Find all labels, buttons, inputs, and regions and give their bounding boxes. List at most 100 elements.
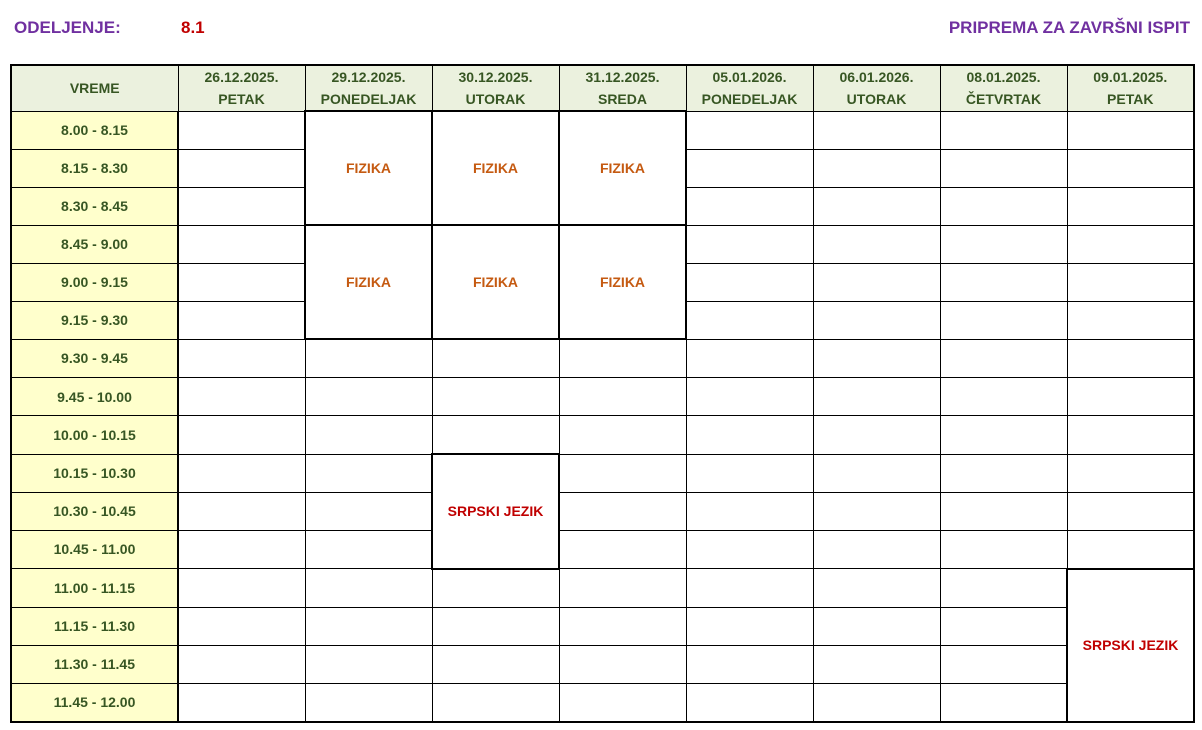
empty-cell[interactable]	[1066, 453, 1195, 493]
empty-cell[interactable]	[685, 529, 814, 569]
empty-cell[interactable]	[812, 110, 941, 150]
empty-cell[interactable]	[939, 148, 1068, 188]
empty-cell[interactable]	[177, 453, 306, 493]
empty-cell[interactable]	[939, 453, 1068, 493]
empty-cell[interactable]	[177, 262, 306, 302]
empty-cell[interactable]	[177, 491, 306, 531]
event-cell[interactable]: FIZIKA	[431, 110, 560, 226]
empty-cell[interactable]	[939, 491, 1068, 531]
empty-cell[interactable]	[939, 415, 1068, 455]
empty-cell[interactable]	[1066, 262, 1195, 302]
empty-cell[interactable]	[431, 644, 560, 684]
empty-cell[interactable]	[177, 568, 306, 608]
empty-cell[interactable]	[304, 568, 433, 608]
empty-cell[interactable]	[177, 148, 306, 188]
empty-cell[interactable]	[685, 110, 814, 150]
empty-cell[interactable]	[812, 186, 941, 226]
empty-cell[interactable]	[431, 606, 560, 646]
empty-cell[interactable]	[685, 453, 814, 493]
empty-cell[interactable]	[812, 148, 941, 188]
empty-cell[interactable]	[685, 377, 814, 416]
empty-cell[interactable]	[1066, 415, 1195, 455]
empty-cell[interactable]	[939, 300, 1068, 340]
empty-cell[interactable]	[685, 300, 814, 340]
empty-cell[interactable]	[304, 338, 433, 378]
empty-cell[interactable]	[1066, 377, 1195, 416]
empty-cell[interactable]	[812, 568, 941, 608]
empty-cell[interactable]	[177, 224, 306, 264]
empty-cell[interactable]	[1066, 338, 1195, 378]
event-cell[interactable]: FIZIKA	[304, 110, 433, 226]
empty-cell[interactable]	[1066, 110, 1195, 150]
empty-cell[interactable]	[1066, 148, 1195, 188]
empty-cell[interactable]	[431, 682, 560, 722]
empty-cell[interactable]	[1066, 224, 1195, 264]
empty-cell[interactable]	[1066, 529, 1195, 569]
empty-cell[interactable]	[685, 644, 814, 684]
empty-cell[interactable]	[304, 606, 433, 646]
empty-cell[interactable]	[685, 338, 814, 378]
empty-cell[interactable]	[685, 415, 814, 455]
empty-cell[interactable]	[939, 110, 1068, 150]
empty-cell[interactable]	[812, 224, 941, 264]
empty-cell[interactable]	[431, 338, 560, 378]
empty-cell[interactable]	[939, 644, 1068, 684]
empty-cell[interactable]	[685, 491, 814, 531]
empty-cell[interactable]	[685, 148, 814, 188]
empty-cell[interactable]	[939, 224, 1068, 264]
empty-cell[interactable]	[812, 644, 941, 684]
empty-cell[interactable]	[812, 415, 941, 455]
empty-cell[interactable]	[939, 568, 1068, 608]
empty-cell[interactable]	[812, 682, 941, 722]
empty-cell[interactable]	[558, 377, 687, 416]
empty-cell[interactable]	[304, 529, 433, 569]
empty-cell[interactable]	[431, 377, 560, 416]
empty-cell[interactable]	[1066, 300, 1195, 340]
empty-cell[interactable]	[1066, 186, 1195, 226]
empty-cell[interactable]	[177, 300, 306, 340]
empty-cell[interactable]	[558, 453, 687, 493]
empty-cell[interactable]	[304, 415, 433, 455]
empty-cell[interactable]	[939, 338, 1068, 378]
empty-cell[interactable]	[558, 491, 687, 531]
empty-cell[interactable]	[685, 262, 814, 302]
event-cell[interactable]: FIZIKA	[558, 224, 687, 340]
empty-cell[interactable]	[304, 682, 433, 722]
empty-cell[interactable]	[685, 224, 814, 264]
empty-cell[interactable]	[304, 644, 433, 684]
empty-cell[interactable]	[685, 606, 814, 646]
empty-cell[interactable]	[939, 529, 1068, 569]
empty-cell[interactable]	[558, 338, 687, 378]
empty-cell[interactable]	[812, 377, 941, 416]
empty-cell[interactable]	[304, 377, 433, 416]
empty-cell[interactable]	[812, 529, 941, 569]
empty-cell[interactable]	[558, 682, 687, 722]
empty-cell[interactable]	[939, 186, 1068, 226]
empty-cell[interactable]	[812, 262, 941, 302]
empty-cell[interactable]	[558, 644, 687, 684]
empty-cell[interactable]	[177, 682, 306, 722]
event-cell[interactable]: FIZIKA	[431, 224, 560, 340]
event-cell[interactable]: FIZIKA	[304, 224, 433, 340]
empty-cell[interactable]	[177, 338, 306, 378]
empty-cell[interactable]	[431, 415, 560, 455]
empty-cell[interactable]	[939, 606, 1068, 646]
event-cell[interactable]: FIZIKA	[558, 110, 687, 226]
empty-cell[interactable]	[685, 568, 814, 608]
empty-cell[interactable]	[812, 606, 941, 646]
event-cell[interactable]: SRPSKI JEZIK	[431, 453, 560, 570]
empty-cell[interactable]	[558, 529, 687, 569]
empty-cell[interactable]	[685, 682, 814, 722]
empty-cell[interactable]	[939, 377, 1068, 416]
empty-cell[interactable]	[177, 415, 306, 455]
empty-cell[interactable]	[1066, 491, 1195, 531]
empty-cell[interactable]	[812, 453, 941, 493]
empty-cell[interactable]	[304, 453, 433, 493]
empty-cell[interactable]	[177, 110, 306, 150]
empty-cell[interactable]	[177, 644, 306, 684]
empty-cell[interactable]	[558, 415, 687, 455]
empty-cell[interactable]	[558, 568, 687, 608]
empty-cell[interactable]	[939, 682, 1068, 722]
empty-cell[interactable]	[304, 491, 433, 531]
empty-cell[interactable]	[431, 568, 560, 608]
